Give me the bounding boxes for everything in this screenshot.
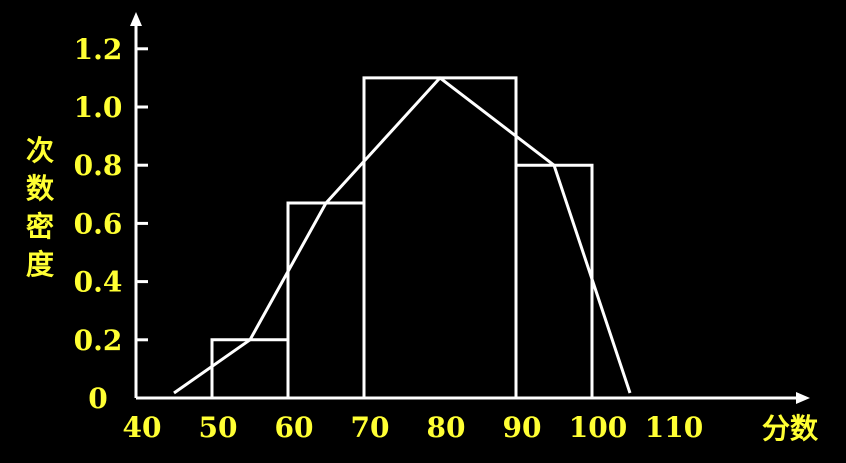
- frequency-polygon: [173, 76, 632, 395]
- y-tick-label: 0: [88, 382, 107, 415]
- x-tick-label: 40: [123, 411, 162, 444]
- y-tick-labels: 0 0.2 0.4 0.6 0.8 1.0 1.2: [74, 33, 123, 415]
- y-axis-label: 次数密度: [26, 134, 55, 281]
- x-tick-labels: 40 50 60 70 80 90 100 110: [123, 411, 704, 444]
- histogram-bars: [210, 76, 594, 398]
- x-tick-label: 50: [199, 411, 238, 444]
- x-axis-label: 分数: [762, 412, 819, 445]
- y-tick-label: 1.2: [74, 33, 123, 66]
- x-axis-arrow: [796, 392, 810, 404]
- x-tick-label: 110: [645, 411, 703, 444]
- x-tick-label: 80: [427, 411, 466, 444]
- y-tick-label: 0.6: [74, 207, 123, 240]
- y-tick-label: 0.2: [74, 324, 123, 357]
- y-tick-label: 1.0: [74, 91, 123, 124]
- histogram-bar: [210, 338, 290, 398]
- y-axis-arrow: [130, 12, 142, 26]
- x-tick-label: 100: [569, 411, 627, 444]
- histogram-bar: [286, 201, 366, 398]
- histogram-bar: [514, 163, 594, 398]
- y-tick-label: 0.8: [74, 149, 123, 182]
- x-tick-label: 70: [351, 411, 390, 444]
- x-tick-label: 60: [275, 411, 314, 444]
- y-tick-marks: [136, 47, 148, 342]
- x-tick-label: 90: [503, 411, 542, 444]
- y-tick-label: 0.4: [74, 266, 123, 299]
- histogram-bar: [362, 76, 518, 398]
